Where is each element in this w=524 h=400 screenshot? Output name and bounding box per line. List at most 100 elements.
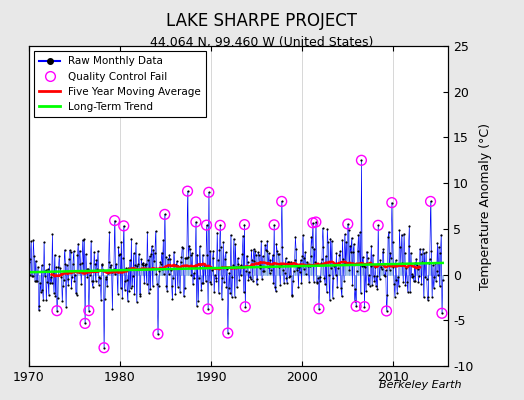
Point: [195, 275, 203, 281]
Point: [81, 320, 89, 326]
Point: [121, 278, 129, 284]
Point: [227, 232, 235, 238]
Point: [264, 264, 272, 270]
Point: [339, 237, 347, 243]
Point: [356, 290, 365, 296]
Point: [244, 277, 253, 283]
Point: [283, 280, 291, 286]
Point: [180, 293, 188, 300]
Point: [33, 278, 41, 284]
Point: [177, 254, 185, 261]
Point: [296, 269, 304, 275]
Point: [342, 238, 351, 245]
Point: [400, 250, 409, 257]
Point: [359, 254, 367, 260]
Point: [199, 252, 207, 258]
Point: [299, 232, 307, 239]
Point: [263, 238, 271, 244]
Point: [224, 330, 232, 336]
Point: [310, 245, 319, 252]
Point: [267, 266, 275, 273]
Point: [71, 272, 79, 278]
Point: [184, 254, 192, 260]
Point: [417, 280, 425, 287]
Point: [386, 250, 395, 256]
Point: [192, 303, 201, 309]
Point: [56, 264, 64, 271]
Point: [100, 344, 108, 351]
Point: [73, 251, 82, 258]
Point: [361, 304, 369, 310]
Point: [250, 258, 258, 264]
Point: [208, 267, 216, 274]
Point: [409, 273, 417, 279]
Point: [193, 252, 202, 258]
Point: [239, 289, 248, 296]
Point: [152, 271, 160, 278]
Point: [233, 284, 241, 290]
Point: [237, 262, 246, 268]
Point: [376, 276, 384, 282]
Point: [84, 266, 92, 272]
Point: [26, 256, 35, 262]
Point: [60, 277, 68, 284]
Point: [64, 282, 72, 288]
Point: [334, 260, 343, 266]
Point: [291, 234, 300, 240]
Point: [172, 262, 180, 268]
Point: [390, 280, 398, 287]
Point: [199, 280, 208, 286]
Point: [70, 248, 78, 254]
Point: [379, 246, 388, 253]
Point: [265, 270, 274, 276]
Point: [241, 304, 249, 310]
Point: [123, 298, 132, 304]
Point: [110, 266, 118, 272]
Point: [198, 280, 206, 286]
Point: [423, 297, 432, 303]
Point: [405, 222, 413, 229]
Point: [65, 256, 73, 262]
Point: [275, 264, 283, 270]
Point: [189, 270, 198, 276]
Point: [117, 238, 126, 245]
Point: [63, 276, 72, 282]
Point: [302, 258, 311, 265]
Point: [312, 279, 321, 286]
Point: [162, 283, 170, 290]
Point: [402, 265, 410, 271]
Point: [381, 273, 389, 280]
Point: [136, 291, 144, 298]
Point: [418, 259, 427, 265]
Point: [313, 280, 322, 286]
Point: [82, 266, 91, 272]
Point: [243, 258, 252, 265]
Point: [87, 238, 95, 244]
Point: [333, 284, 341, 290]
Point: [314, 275, 322, 281]
Point: [46, 280, 54, 287]
Point: [367, 242, 376, 249]
Point: [163, 287, 171, 294]
Point: [216, 222, 224, 228]
Point: [308, 244, 316, 250]
Point: [312, 219, 320, 225]
Point: [158, 249, 166, 256]
Point: [351, 298, 359, 304]
Point: [136, 293, 145, 299]
Point: [40, 239, 48, 245]
Point: [406, 289, 414, 296]
Point: [43, 279, 51, 286]
Point: [165, 270, 173, 277]
Point: [38, 262, 46, 268]
Point: [346, 243, 354, 249]
Point: [370, 278, 378, 284]
Point: [59, 282, 67, 289]
Point: [231, 241, 239, 248]
Point: [134, 261, 143, 268]
Point: [329, 274, 337, 281]
Point: [204, 306, 212, 312]
Point: [236, 272, 245, 278]
Point: [438, 310, 446, 316]
Point: [145, 290, 153, 296]
